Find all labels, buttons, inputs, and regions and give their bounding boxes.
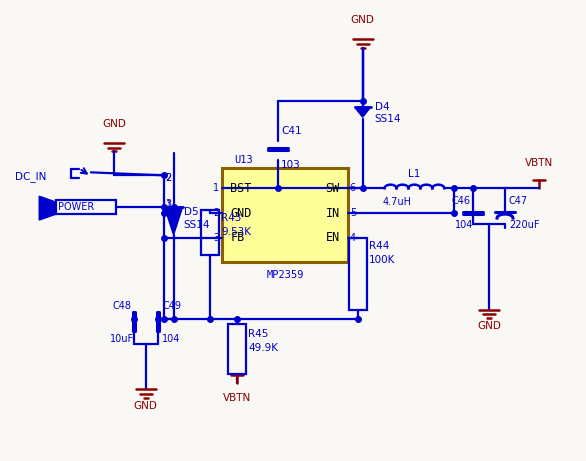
Text: 104: 104 (455, 220, 473, 230)
Polygon shape (165, 207, 182, 235)
Text: MP2359: MP2359 (266, 270, 304, 280)
Text: R43: R43 (222, 213, 241, 223)
Bar (202, 210, 219, 255)
Text: 4: 4 (350, 233, 356, 243)
Text: 1: 1 (213, 183, 219, 193)
Text: D5: D5 (183, 207, 198, 217)
Text: 100K: 100K (369, 255, 395, 265)
Text: L1: L1 (408, 169, 421, 179)
Text: 2: 2 (213, 208, 219, 218)
Text: 5: 5 (350, 208, 356, 218)
Text: GND: GND (351, 15, 374, 25)
Text: 2: 2 (166, 173, 172, 183)
Text: R44: R44 (369, 241, 389, 251)
Bar (56, 200, 116, 214)
Text: C49: C49 (162, 301, 181, 311)
Text: 3: 3 (213, 233, 219, 243)
Text: C46: C46 (451, 196, 470, 206)
Polygon shape (39, 196, 56, 220)
Text: C48: C48 (113, 301, 131, 311)
Text: VBTN: VBTN (524, 159, 553, 168)
Text: GND: GND (134, 401, 158, 411)
Text: GND: GND (102, 118, 126, 129)
Text: IN: IN (326, 207, 340, 219)
Text: POWER: POWER (58, 202, 94, 212)
Text: 4.7uH: 4.7uH (383, 197, 411, 207)
Bar (229, 325, 246, 374)
Text: C41: C41 (281, 125, 302, 136)
Text: 103: 103 (281, 160, 301, 171)
Text: 10uF: 10uF (110, 334, 134, 344)
Text: D4: D4 (374, 102, 389, 112)
Text: 220uF: 220uF (509, 220, 540, 230)
Text: SW: SW (326, 182, 340, 195)
Bar (349, 238, 367, 309)
Text: 9.53K: 9.53K (222, 227, 251, 237)
Text: SS14: SS14 (374, 114, 401, 124)
Polygon shape (355, 107, 370, 117)
Text: 104: 104 (162, 334, 180, 344)
Text: R45: R45 (248, 329, 268, 339)
Text: 49.9K: 49.9K (248, 343, 278, 353)
Text: 6: 6 (350, 183, 356, 193)
Text: DC_IN: DC_IN (15, 171, 47, 182)
Text: SS14: SS14 (183, 220, 210, 230)
Text: GND: GND (230, 207, 251, 219)
Bar (222, 168, 347, 262)
Text: 1: 1 (166, 200, 172, 210)
Text: C47: C47 (509, 196, 528, 206)
Text: EN: EN (326, 231, 340, 244)
Text: BST: BST (230, 182, 251, 195)
Text: U13: U13 (234, 155, 253, 165)
Text: 2: 2 (166, 173, 172, 183)
Text: GND: GND (477, 321, 501, 331)
Text: VBTN: VBTN (223, 393, 251, 403)
Text: FB: FB (230, 231, 244, 244)
Text: 3: 3 (166, 199, 172, 209)
